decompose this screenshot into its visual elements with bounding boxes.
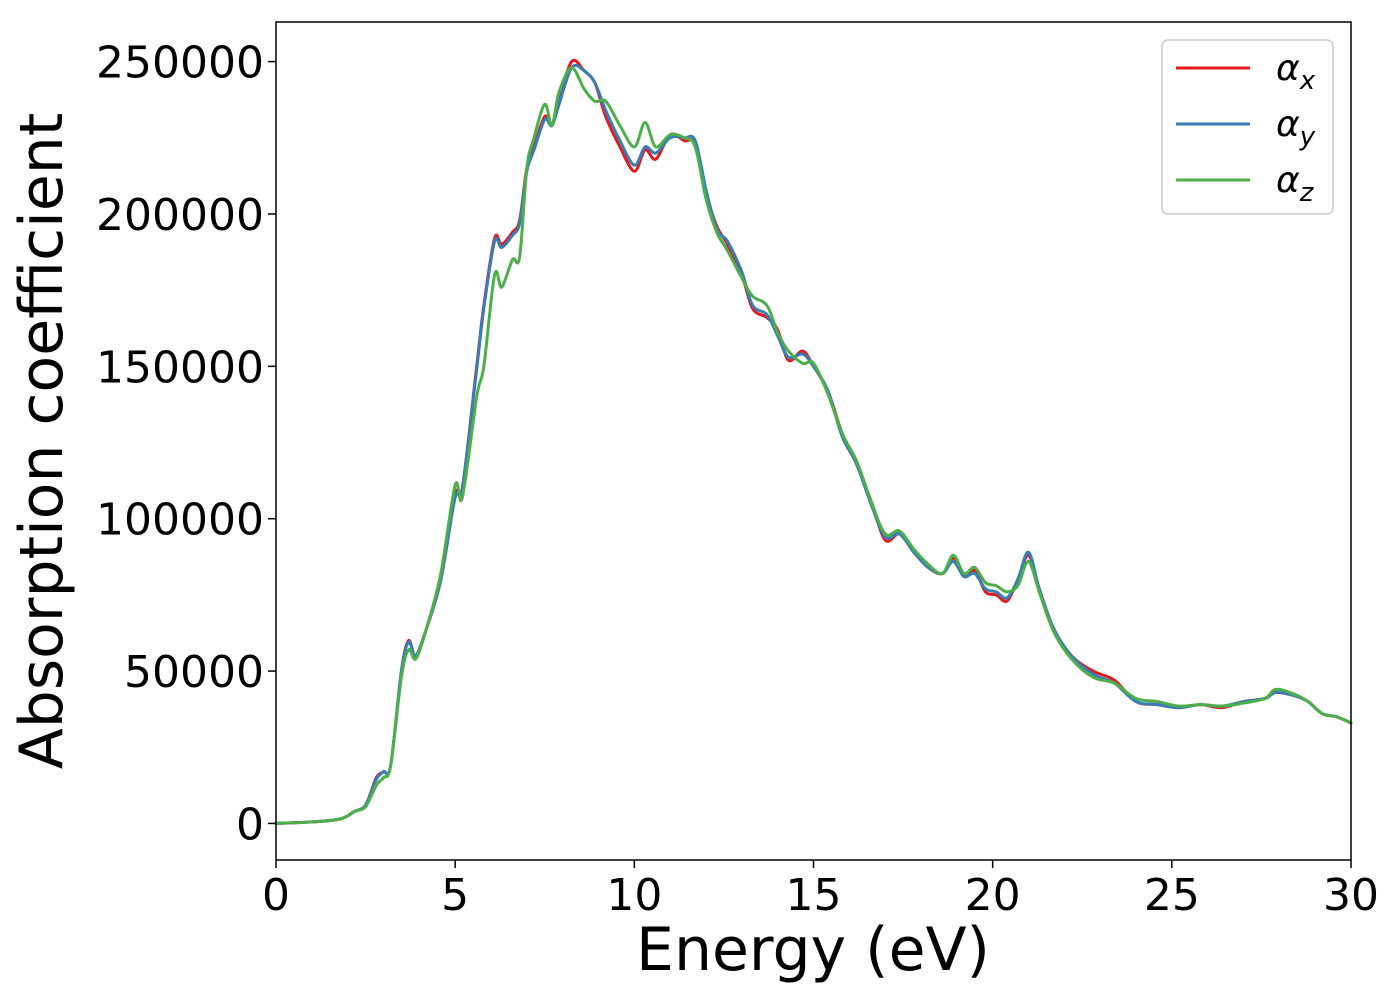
y-axis-label: Absorption coefficient [7, 113, 77, 770]
x-tick-label: 0 [262, 870, 290, 921]
y-tick-label: 0 [236, 799, 264, 850]
legend: αx αy αz [1161, 39, 1334, 215]
x-axis: 0 5 10 15 20 25 30 [262, 860, 1379, 921]
x-tick-label: 25 [1144, 870, 1200, 921]
legend-label-x: αx [1276, 48, 1316, 96]
x-tick-label: 15 [786, 870, 842, 921]
x-tick-label: 5 [441, 870, 469, 921]
series-line-z [274, 66, 1353, 825]
legend-box [1161, 39, 1334, 215]
legend-label-z: αz [1276, 160, 1315, 208]
y-tick-label: 50000 [124, 647, 264, 698]
x-tick-label: 10 [606, 870, 662, 921]
x-tick-label: 30 [1323, 870, 1379, 921]
y-tick-label: 200000 [96, 190, 264, 241]
y-tick-label: 250000 [96, 38, 264, 89]
y-tick-label: 100000 [96, 495, 264, 546]
y-tick-label: 150000 [96, 342, 264, 393]
x-tick-label: 20 [965, 870, 1021, 921]
series-line-y [274, 63, 1353, 825]
legend-label-y: αy [1276, 104, 1316, 152]
x-axis-label: Energy (eV) [636, 915, 990, 985]
y-axis: 0 50000 100000 150000 200000 250000 [96, 38, 276, 850]
series-layer [274, 58, 1353, 825]
